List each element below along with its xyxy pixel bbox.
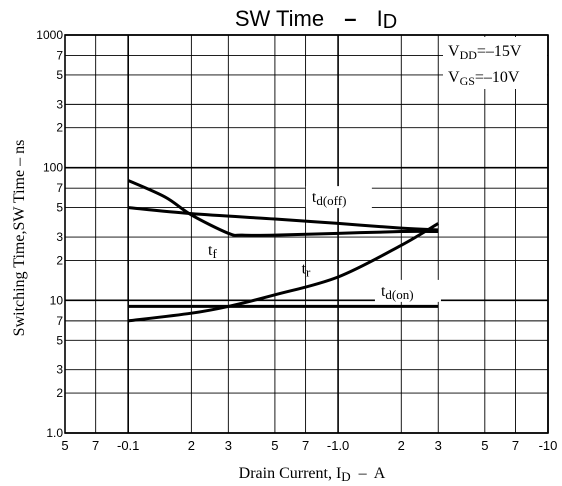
- x-tick-label: 3: [435, 438, 442, 453]
- x-tick-label: 7: [92, 438, 99, 453]
- series-tf: [127, 179, 439, 237]
- y-tick-label: 100: [43, 161, 63, 175]
- x-tick-label: -1.0: [327, 438, 349, 453]
- x-ticks: 5 7 -0.1 2 3 5 7 -1.0 2 3 5 7 -10: [61, 438, 557, 453]
- y-tick-label: 5: [56, 68, 63, 82]
- condition-text: VGS=–10V: [448, 69, 520, 88]
- x-tick-label: -10: [539, 438, 558, 453]
- y-ticks: 1.0 2 3 5 7 10 2 3 5 7 100 2 3 5 7 1000: [36, 28, 63, 440]
- x-axis-label-tail: – A: [351, 465, 386, 482]
- series-label-tr: tr: [302, 260, 311, 279]
- x-tick-label: 3: [225, 438, 232, 453]
- series-labels: td(off) tf tr td(on): [208, 186, 441, 302]
- x-tick-label: 5: [481, 438, 488, 453]
- series-label-bg: [374, 279, 441, 302]
- series-label-td-on: td(on): [381, 283, 414, 302]
- chart-title-dash: –: [344, 6, 356, 31]
- y-tick-label: 2: [56, 121, 63, 135]
- y-tick-label: 5: [56, 333, 63, 347]
- y-tick-label: 2: [56, 386, 63, 400]
- series-label-td-off: td(off): [312, 189, 347, 208]
- series-label-bg: [305, 186, 372, 209]
- conditions-box: [443, 37, 547, 89]
- y-tick-label: 7: [56, 49, 63, 63]
- x-tick-label: 5: [271, 438, 278, 453]
- x-axis-label-sub: D: [341, 469, 350, 484]
- x-tick-label: 2: [398, 438, 405, 453]
- condition-text: VDD=–15V: [448, 43, 522, 62]
- x-tick-label: -0.1: [117, 438, 139, 453]
- series-td-off: [128, 206, 439, 232]
- y-tick-label: 7: [56, 314, 63, 328]
- y-tick-label: 2: [56, 253, 63, 267]
- y-tick-label: 1000: [36, 28, 63, 42]
- chart-title-sub: D: [383, 11, 397, 33]
- y-tick-label: 7: [56, 181, 63, 195]
- series-tr: [128, 222, 440, 323]
- x-tick-label: 7: [302, 438, 309, 453]
- y-tick-label: 5: [56, 201, 63, 215]
- x-tick-label: 2: [188, 438, 195, 453]
- x-axis-label-main: Drain Current, I: [239, 465, 342, 482]
- y-tick-label: 1.0: [46, 426, 63, 440]
- series-lines: [127, 179, 440, 323]
- x-tick-label: 7: [512, 438, 519, 453]
- chart-title: SW Time – ID: [235, 6, 397, 33]
- chart-title-main: SW Time: [235, 6, 324, 31]
- y-tick-label: 3: [56, 97, 63, 111]
- chart-title-symbol: I: [377, 6, 383, 31]
- x-axis-label: Drain Current, ID – A: [239, 465, 386, 484]
- y-axis-label: Switching Time,SW Time – ns: [11, 140, 28, 337]
- x-tick-label: 5: [61, 438, 68, 453]
- plot-frame: [64, 34, 549, 434]
- y-tick-label: 3: [56, 363, 63, 377]
- y-tick-label: 10: [50, 293, 64, 307]
- series-label-tf: tf: [208, 242, 217, 261]
- test-conditions: VDD=–15V VGS=–10V: [443, 37, 547, 89]
- y-tick-label: 3: [56, 230, 63, 244]
